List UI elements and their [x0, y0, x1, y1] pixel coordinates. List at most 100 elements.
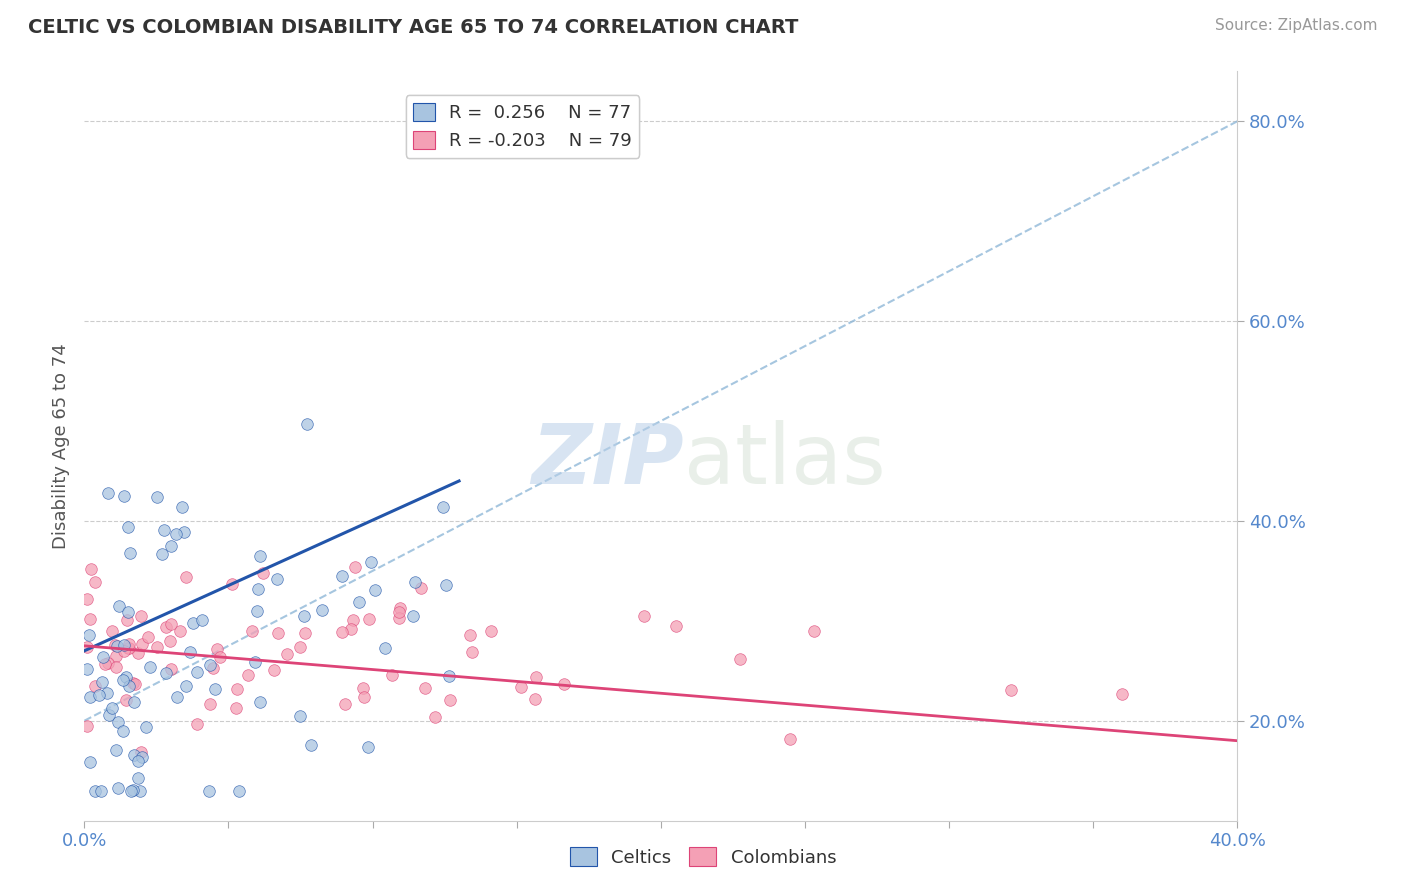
Point [146, 640, 169, 654]
Point [728, 652, 751, 666]
Point [169, 624, 191, 639]
Point [335, 697, 357, 711]
Point [204, 682, 226, 697]
Point [353, 681, 375, 695]
Point [166, 690, 188, 705]
Point [76, 640, 98, 655]
Point [124, 677, 146, 691]
Point [97, 657, 120, 671]
Point [135, 721, 157, 735]
Point [208, 650, 231, 665]
Point [205, 641, 228, 656]
Point [139, 659, 162, 673]
Point [252, 566, 274, 580]
Point [243, 655, 266, 669]
Point [160, 539, 183, 553]
Point [198, 697, 221, 711]
Point [127, 754, 149, 768]
Point [267, 626, 290, 640]
Point [236, 668, 259, 682]
Point [388, 611, 411, 625]
Point [299, 738, 322, 752]
Point [127, 771, 149, 785]
Point [112, 489, 135, 503]
Point [240, 624, 263, 638]
Point [246, 604, 269, 618]
Point [437, 669, 460, 683]
Text: CELTIC VS COLOMBIAN DISABILITY AGE 65 TO 74 CORRELATION CHART: CELTIC VS COLOMBIAN DISABILITY AGE 65 TO… [28, 18, 799, 37]
Point [174, 679, 197, 693]
Point [100, 624, 122, 638]
Point [364, 583, 387, 598]
Point [79, 612, 101, 626]
Point [115, 670, 138, 684]
Point [402, 608, 425, 623]
Point [107, 714, 129, 729]
Point [344, 560, 367, 574]
Point [122, 782, 145, 797]
Point [524, 691, 547, 706]
Point [342, 613, 364, 627]
Point [117, 641, 139, 656]
Point [127, 646, 149, 660]
Point [129, 608, 152, 623]
Point [91, 650, 114, 665]
Point [114, 693, 136, 707]
Point [524, 670, 547, 684]
Point [131, 750, 153, 764]
Point [179, 645, 201, 659]
Point [100, 701, 122, 715]
Point [1111, 688, 1133, 702]
Point [160, 616, 183, 631]
Point [76, 719, 98, 733]
Point [356, 739, 378, 754]
Point [121, 676, 143, 690]
Point [111, 673, 134, 688]
Point [381, 668, 404, 682]
Point [330, 625, 353, 640]
Point [105, 659, 128, 673]
Point [1000, 683, 1022, 698]
Point [117, 679, 139, 693]
Point [374, 640, 396, 655]
Point [295, 417, 318, 431]
Point [117, 520, 139, 534]
Point [118, 546, 141, 560]
Text: atlas: atlas [683, 420, 886, 501]
Point [197, 783, 219, 797]
Point [104, 743, 127, 757]
Point [246, 582, 269, 597]
Point [432, 500, 454, 514]
Point [153, 523, 176, 537]
Point [104, 638, 127, 652]
Point [353, 690, 375, 705]
Point [97, 707, 120, 722]
Point [115, 613, 138, 627]
Point [176, 569, 198, 583]
Point [439, 692, 461, 706]
Point [79, 690, 101, 704]
Point [96, 686, 118, 700]
Legend: R =  0.256    N = 77, R = -0.203    N = 79: R = 0.256 N = 77, R = -0.203 N = 79 [406, 95, 640, 158]
Point [509, 680, 531, 694]
Point [124, 695, 146, 709]
Point [388, 600, 411, 615]
Point [131, 746, 153, 760]
Point [803, 624, 825, 638]
Point [404, 575, 426, 590]
Point [357, 612, 380, 626]
Point [779, 731, 801, 746]
Point [434, 578, 457, 592]
Point [183, 615, 205, 630]
Point [200, 657, 222, 672]
Point [221, 577, 243, 591]
Point [201, 661, 224, 675]
Text: Source: ZipAtlas.com: Source: ZipAtlas.com [1215, 18, 1378, 33]
Point [118, 641, 141, 656]
Point [665, 619, 688, 633]
Point [111, 723, 134, 738]
Point [170, 500, 193, 514]
Point [160, 662, 183, 676]
Point [76, 662, 98, 676]
Point [411, 581, 433, 595]
